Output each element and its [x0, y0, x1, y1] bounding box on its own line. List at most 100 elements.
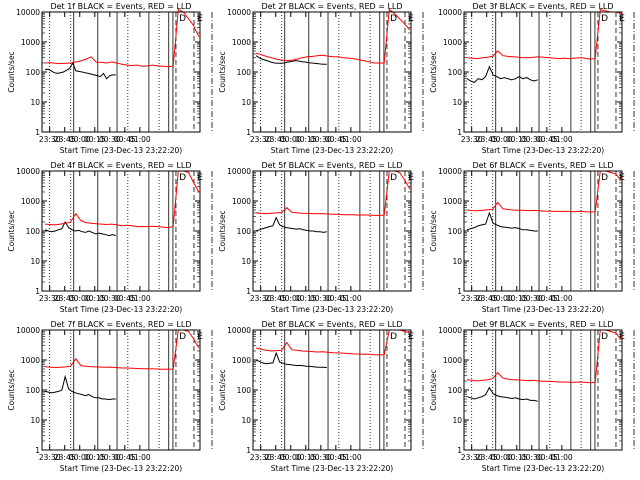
x-tick-label: 01:00 — [551, 294, 573, 303]
plot-frame — [463, 11, 623, 133]
x-tick-label: 00:30 — [310, 453, 332, 462]
panel-title: Det 2f BLACK = Events, RED = LLD — [261, 2, 402, 11]
x-tick-label: 00:45 — [114, 135, 136, 144]
x-tick-label: 00:15 — [295, 135, 317, 144]
y-tick-label: 1000 — [443, 197, 462, 206]
x-axis-label: Start Time (23-Dec-13 23:22:20) — [60, 146, 182, 155]
x-tick-label: 00:45 — [114, 453, 136, 462]
x-tick-label: 00:15 — [506, 294, 528, 303]
y-tick-label: 1000 — [21, 356, 40, 365]
x-tick-label: 01:00 — [551, 135, 573, 144]
y-tick-label: 100 — [448, 68, 463, 77]
panel-title: Det 8f BLACK = Events, RED = LLD — [261, 320, 402, 329]
x-tick-label: 00:15 — [84, 453, 106, 462]
marker-letter: D — [601, 173, 608, 183]
x-tick-label: 01:00 — [129, 294, 151, 303]
series-line-events — [44, 220, 116, 237]
y-tick-label: 1 — [246, 287, 251, 296]
x-tick-label: 00:15 — [295, 453, 317, 462]
x-tick-label: 00:45 — [536, 453, 558, 462]
y-tick-label: 1 — [35, 446, 40, 455]
x-tick-label: 00:00 — [280, 453, 302, 462]
series-line-lld — [44, 329, 200, 370]
y-tick-label: 10000 — [438, 8, 462, 17]
y-tick-label: 100 — [237, 227, 252, 236]
y-tick-label: 10 — [30, 257, 40, 266]
y-tick-label: 10000 — [227, 167, 251, 176]
y-tick-label: 10 — [241, 98, 251, 107]
x-tick-label: 00:30 — [99, 135, 121, 144]
x-tick-label: 00:30 — [310, 294, 332, 303]
series-line-events — [466, 65, 538, 83]
x-tick-label: 00:30 — [521, 294, 543, 303]
x-tick-label: 00:15 — [295, 294, 317, 303]
y-tick-label: 10000 — [227, 8, 251, 17]
x-tick-label: 23:30 — [250, 294, 272, 303]
y-tick-label: 10 — [241, 416, 251, 425]
y-tick-label: 10000 — [16, 167, 40, 176]
panel-title: Det 1f BLACK = Events, RED = LLD — [50, 2, 191, 11]
x-tick-label: 23:30 — [250, 453, 272, 462]
x-tick-label: 23:30 — [461, 453, 483, 462]
x-tick-label: 00:15 — [84, 135, 106, 144]
y-tick-label: 100 — [237, 386, 252, 395]
x-tick-label: 00:00 — [491, 135, 513, 144]
y-tick-label: 10 — [241, 257, 251, 266]
panel-det-4f: Det 4f BLACK = Events, RED = LLD Counts/s… — [7, 161, 213, 314]
x-tick-label: 00:00 — [491, 294, 513, 303]
y-tick-label: 100 — [26, 68, 41, 77]
marker-letter: D — [601, 332, 608, 342]
panel-title: Det 9f BLACK = Events, RED = LLD — [472, 320, 613, 329]
y-tick-label: 10 — [30, 98, 40, 107]
panel-det-6f: Det 6f BLACK = Events, RED = LLD Counts/s… — [429, 161, 635, 314]
x-axis-label: Start Time (23-Dec-13 23:22:20) — [271, 464, 393, 473]
panel-det-1f: Det 1f BLACK = Events, RED = LLD Counts/s… — [7, 2, 213, 155]
x-axis-label: Start Time (23-Dec-13 23:22:20) — [271, 305, 393, 314]
series-line-lld — [466, 329, 622, 384]
y-axis-label: Counts/sec — [7, 210, 16, 251]
y-tick-label: 1 — [457, 446, 462, 455]
plot-frame — [41, 329, 201, 451]
x-tick-label: 00:45 — [325, 135, 347, 144]
y-tick-label: 1000 — [232, 356, 251, 365]
plot-frame — [252, 11, 412, 133]
y-tick-label: 1 — [246, 446, 251, 455]
plot-frame — [41, 170, 201, 292]
x-tick-label: 00:00 — [69, 294, 91, 303]
x-tick-label: 00:15 — [84, 294, 106, 303]
x-tick-label: 23:45 — [476, 135, 498, 144]
x-tick-label: 23:45 — [476, 294, 498, 303]
x-tick-label: 00:45 — [536, 294, 558, 303]
panel-det-8f: Det 8f BLACK = Events, RED = LLD Counts/s… — [218, 320, 424, 473]
series-line-lld — [44, 170, 200, 229]
y-tick-label: 10000 — [438, 326, 462, 335]
x-tick-label: 00:45 — [325, 294, 347, 303]
marker-letter: D — [390, 332, 397, 342]
y-tick-label: 100 — [237, 68, 252, 77]
y-tick-label: 1 — [35, 128, 40, 137]
y-tick-label: 1 — [246, 128, 251, 137]
x-tick-label: 00:00 — [69, 453, 91, 462]
series-line-lld — [255, 329, 410, 356]
x-tick-label: 23:45 — [265, 294, 287, 303]
plot-frame — [463, 329, 623, 451]
x-tick-label: 23:30 — [39, 453, 61, 462]
y-tick-label: 10 — [30, 416, 40, 425]
x-tick-label: 00:30 — [99, 453, 121, 462]
marker-letter: D — [390, 14, 397, 24]
x-tick-label: 23:45 — [476, 453, 498, 462]
x-axis-label: Start Time (23-Dec-13 23:22:20) — [60, 464, 182, 473]
y-tick-label: 10000 — [438, 167, 462, 176]
y-tick-label: 1000 — [232, 197, 251, 206]
x-tick-label: 23:45 — [265, 453, 287, 462]
y-tick-label: 1000 — [232, 38, 251, 47]
x-tick-label: 00:45 — [114, 294, 136, 303]
x-tick-label: 00:00 — [280, 135, 302, 144]
y-axis-label: Counts/sec — [7, 369, 16, 410]
x-axis-label: Start Time (23-Dec-13 23:22:20) — [271, 146, 393, 155]
series-line-lld — [466, 8, 621, 60]
plot-frame — [463, 170, 623, 292]
x-tick-label: 00:00 — [280, 294, 302, 303]
x-axis-label: Start Time (23-Dec-13 23:22:20) — [482, 146, 604, 155]
panel-title: Det 3f BLACK = Events, RED = LLD — [472, 2, 613, 11]
